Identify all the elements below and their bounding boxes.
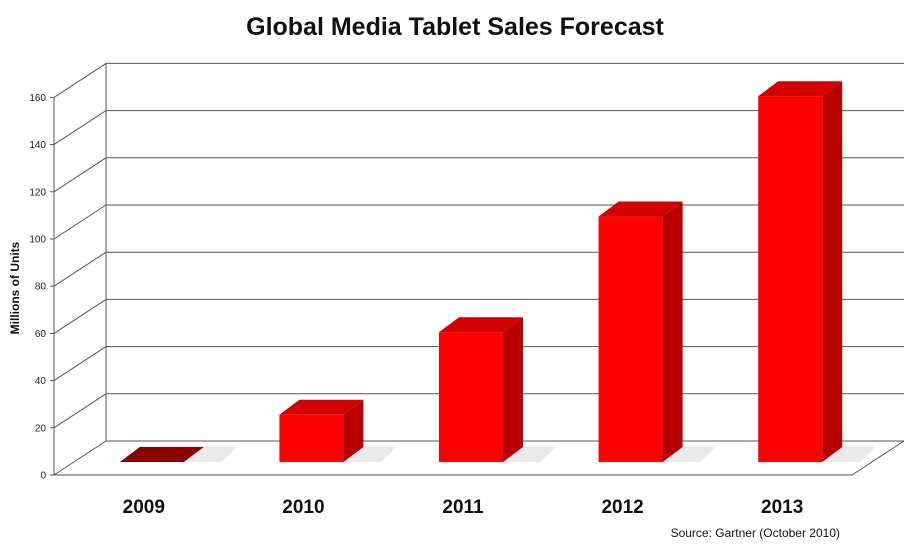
bar-side-face xyxy=(822,81,843,462)
y-tick-label: 120 xyxy=(29,187,46,198)
bar-front-face xyxy=(439,332,503,462)
y-axis-label: Millions of Units xyxy=(8,241,22,334)
bar-front-face xyxy=(758,96,823,462)
y-tick-label: 80 xyxy=(35,282,47,293)
y-tick-label: 160 xyxy=(29,93,46,104)
bar-2011 xyxy=(439,317,523,462)
gridline-diagonal xyxy=(53,110,107,146)
floor-right-edge xyxy=(851,440,905,476)
bar-top-face xyxy=(279,399,364,415)
x-tick-label: 2013 xyxy=(761,497,803,518)
bar-top-face xyxy=(598,201,683,217)
bar-2010 xyxy=(279,399,364,462)
y-tick-label: 20 xyxy=(35,423,47,434)
bar-top-face xyxy=(758,81,843,97)
x-tick-label: 2009 xyxy=(123,497,165,518)
y-tick-label: 140 xyxy=(29,140,46,151)
bar-front-face xyxy=(279,414,344,462)
bar-side-face xyxy=(343,399,364,462)
gridline-diagonal xyxy=(53,251,107,287)
gridline-diagonal xyxy=(53,346,107,382)
x-tick-label: 2011 xyxy=(442,497,484,518)
x-tick-labels: 2009 2010 2011 2012 2013 xyxy=(123,497,804,518)
bar-top-face xyxy=(119,447,204,462)
gridline-diagonal xyxy=(53,298,107,334)
y-tick-label: 100 xyxy=(29,235,46,246)
gridline-diagonal xyxy=(53,157,107,193)
bar-2009 xyxy=(119,447,204,462)
bar-2012 xyxy=(598,201,683,462)
floor-left-edge xyxy=(53,440,107,476)
y-tick-labels: 0 20 40 60 80 100 120 140 160 xyxy=(29,93,54,482)
x-tick-label: 2010 xyxy=(282,497,324,518)
gridline-diagonal xyxy=(53,62,107,98)
source-note: Source: Gartner (October 2010) xyxy=(671,526,840,540)
bar-front-face xyxy=(598,216,663,462)
y-tick-label: 40 xyxy=(35,376,47,387)
gridline-diagonal xyxy=(53,393,107,429)
y-tick-label: 0 xyxy=(40,471,46,482)
bar-side-face xyxy=(503,317,523,462)
gridline-diagonal xyxy=(53,204,107,240)
chart-title: Global Media Tablet Sales Forecast xyxy=(246,13,664,41)
x-tick-label: 2012 xyxy=(601,497,643,518)
bars xyxy=(119,81,843,462)
bar-side-face xyxy=(662,201,683,462)
bar-2013 xyxy=(758,81,843,462)
bar-top-face xyxy=(439,317,523,333)
y-tick-label: 60 xyxy=(35,329,47,340)
